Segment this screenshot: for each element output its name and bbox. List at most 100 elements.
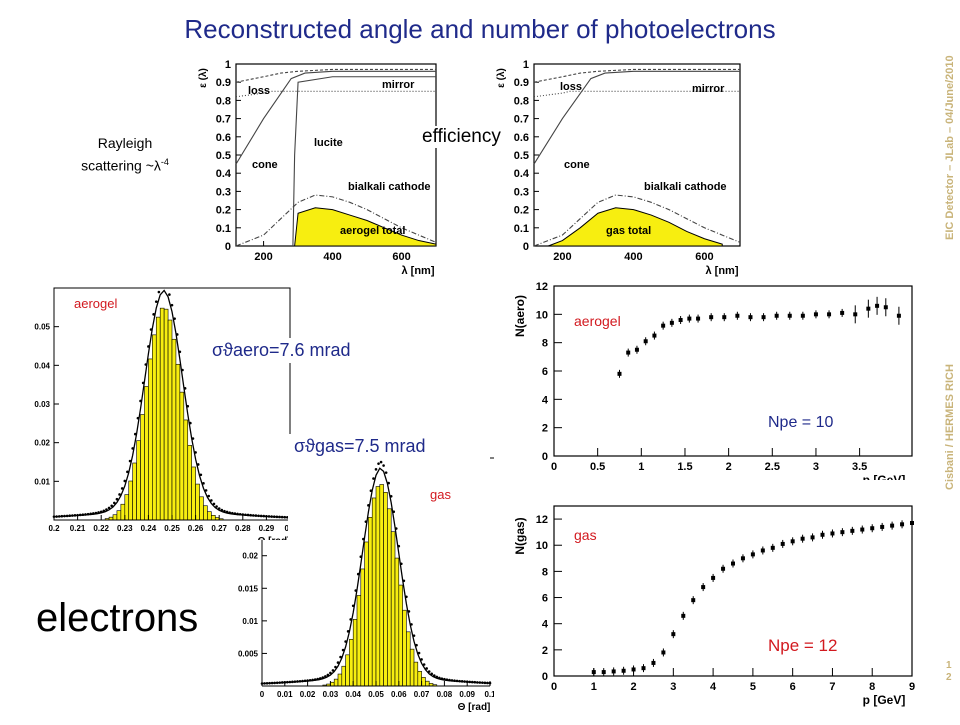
y-tick-label: 1 — [225, 59, 231, 71]
hist-point — [403, 579, 406, 582]
hist-point — [463, 680, 466, 683]
x-tick-label: 3 — [670, 681, 676, 693]
data-point — [771, 546, 775, 550]
y-tick-label: 12 — [536, 281, 548, 293]
rayleigh-exponent: -4 — [161, 157, 169, 167]
hist-point — [207, 495, 210, 498]
x-tick-label: 7 — [829, 681, 835, 693]
hist-point — [276, 681, 279, 684]
x-tick-label: 8 — [869, 681, 875, 693]
y-tick-label: 0 — [225, 241, 231, 253]
data-point — [731, 562, 735, 566]
data-point — [751, 552, 755, 556]
side-caption-author: Cisbani / HERMES RICH — [944, 364, 956, 490]
data-point — [622, 669, 626, 673]
hist-point — [173, 317, 176, 320]
x-axis-label: λ [nm] — [706, 265, 739, 277]
hist-point — [181, 369, 184, 372]
annotation-bialkali-cathode: bialkali cathode — [348, 181, 431, 193]
hist-point — [400, 562, 403, 565]
theta-gas-top: gas — [288, 455, 494, 541]
x-tick-label: 2.5 — [765, 461, 780, 473]
y-tick-label: 0.3 — [514, 186, 529, 198]
x-tick-label: 0.03 — [323, 690, 339, 699]
x-tick-label: 0.08 — [437, 690, 453, 699]
rayleigh-line1: Rayleigh — [60, 134, 190, 153]
hist-point — [152, 313, 155, 316]
hist-point — [262, 515, 265, 518]
hist-point — [131, 447, 134, 450]
hist-point — [408, 610, 411, 613]
hist-point — [420, 658, 423, 661]
hist-point — [314, 678, 317, 681]
hist-point — [342, 649, 345, 652]
y-tick-label: 0.1 — [514, 223, 529, 235]
y-tick-label: 0.4 — [514, 168, 530, 180]
y-tick-label: 0.5 — [216, 150, 231, 162]
hist-point — [294, 680, 297, 683]
hist-point — [484, 682, 487, 685]
hist-bar — [395, 558, 399, 686]
data-point — [711, 576, 715, 580]
hist-point — [144, 363, 147, 366]
y-tick-label: 0.05 — [34, 323, 50, 332]
hist-bar — [180, 392, 184, 520]
hist-point — [377, 462, 380, 465]
x-tick-label: 6 — [790, 681, 796, 693]
hist-bar — [368, 540, 372, 686]
hist-point — [438, 677, 441, 680]
x-tick-label: 0.27 — [211, 524, 227, 533]
hist-point — [278, 681, 281, 684]
hist-point — [266, 682, 269, 685]
data-point — [632, 667, 636, 671]
y-tick-label: 0 — [542, 671, 548, 683]
hist-bar — [353, 619, 357, 686]
hist-point — [319, 677, 322, 680]
hist-bar — [141, 415, 145, 520]
hist-bar — [368, 517, 372, 541]
data-point — [652, 334, 656, 338]
data-point — [880, 525, 884, 529]
hist-point — [58, 515, 61, 518]
hist-point — [332, 669, 335, 672]
hist-bar — [418, 671, 422, 686]
y-tick-label: 0.5 — [514, 150, 529, 162]
y-tick-label: 0.8 — [216, 95, 231, 107]
hist-point — [113, 502, 116, 505]
plot-label: aerogel — [574, 313, 621, 329]
hist-point — [158, 291, 161, 294]
hist-point — [474, 681, 477, 684]
hist-point — [124, 480, 127, 483]
hist-point — [263, 682, 266, 685]
x-tick-label: 200 — [254, 251, 272, 263]
data-point — [830, 531, 834, 535]
y-tick-label: 0 — [523, 241, 529, 253]
data-point — [681, 614, 685, 618]
hist-point — [184, 387, 187, 390]
y-tick-label: 2 — [542, 423, 548, 435]
hist-point — [425, 667, 428, 670]
x-axis-label: Θ [rad] — [458, 702, 491, 713]
hist-point — [273, 682, 276, 685]
hist-point — [197, 463, 200, 466]
hist-point — [446, 678, 449, 681]
hist-point — [365, 520, 368, 523]
hist-point — [189, 422, 192, 425]
hist-bar — [349, 639, 353, 686]
hist-bar — [121, 504, 125, 520]
hist-bar — [406, 632, 410, 686]
hist-bar — [164, 309, 168, 520]
hist-point — [385, 471, 388, 474]
hist-bar — [387, 509, 391, 541]
y-tick-label: 4 — [542, 394, 549, 406]
theta-gas-top-svg: gas — [288, 455, 494, 541]
hist-point — [79, 514, 82, 517]
x-tick-label: 0.04 — [345, 690, 361, 699]
plot-frame — [554, 506, 912, 676]
hist-bar — [391, 540, 395, 686]
hist-point — [252, 514, 255, 517]
hist-bar — [414, 662, 418, 686]
hist-bar — [184, 420, 188, 520]
